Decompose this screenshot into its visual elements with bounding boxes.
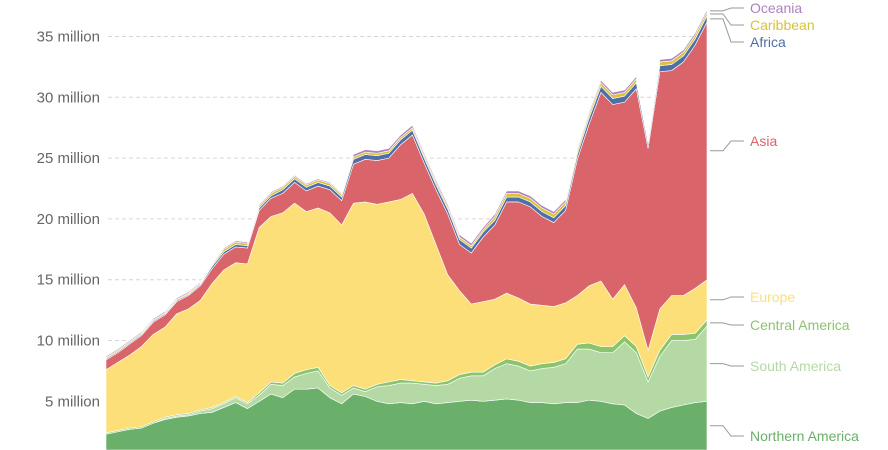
legend-leader-central-america [710, 322, 744, 326]
legend-leader-south-america [710, 363, 744, 367]
y-tick-label: 35 million [37, 28, 100, 45]
legend-label-northern-america: Northern America [750, 428, 859, 444]
y-tick-label: 5 million [45, 393, 100, 410]
y-tick-label: 10 million [37, 333, 100, 350]
legend-leader-asia [710, 140, 744, 152]
y-axis-tick-labels: 5 million 10 million 15 million 20 million 2… [37, 28, 100, 410]
legend-label-south-america: South America [750, 358, 841, 374]
legend-leader-caribbean [710, 13, 744, 26]
area-series [105, 9, 708, 450]
legend-label-caribbean: Caribbean [750, 17, 815, 33]
legend: Northern America South America Central Ame… [710, 0, 859, 444]
y-tick-label: 25 million [37, 150, 100, 167]
legend-label-asia: Asia [750, 133, 777, 149]
y-tick-label: 30 million [37, 89, 100, 106]
legend-leader-africa [710, 18, 744, 43]
legend-label-oceania: Oceania [750, 0, 802, 16]
legend-leader-europe [710, 296, 744, 301]
legend-leader-northern-america [710, 425, 744, 437]
legend-label-africa: Africa [750, 34, 786, 50]
area-oceania [105, 9, 708, 359]
legend-label-europe: Europe [750, 289, 795, 305]
y-tick-label: 15 million [37, 272, 100, 289]
y-tick-label: 20 million [37, 211, 100, 228]
legend-label-central-america: Central America [750, 317, 850, 333]
legend-leader-oceania [710, 7, 744, 12]
